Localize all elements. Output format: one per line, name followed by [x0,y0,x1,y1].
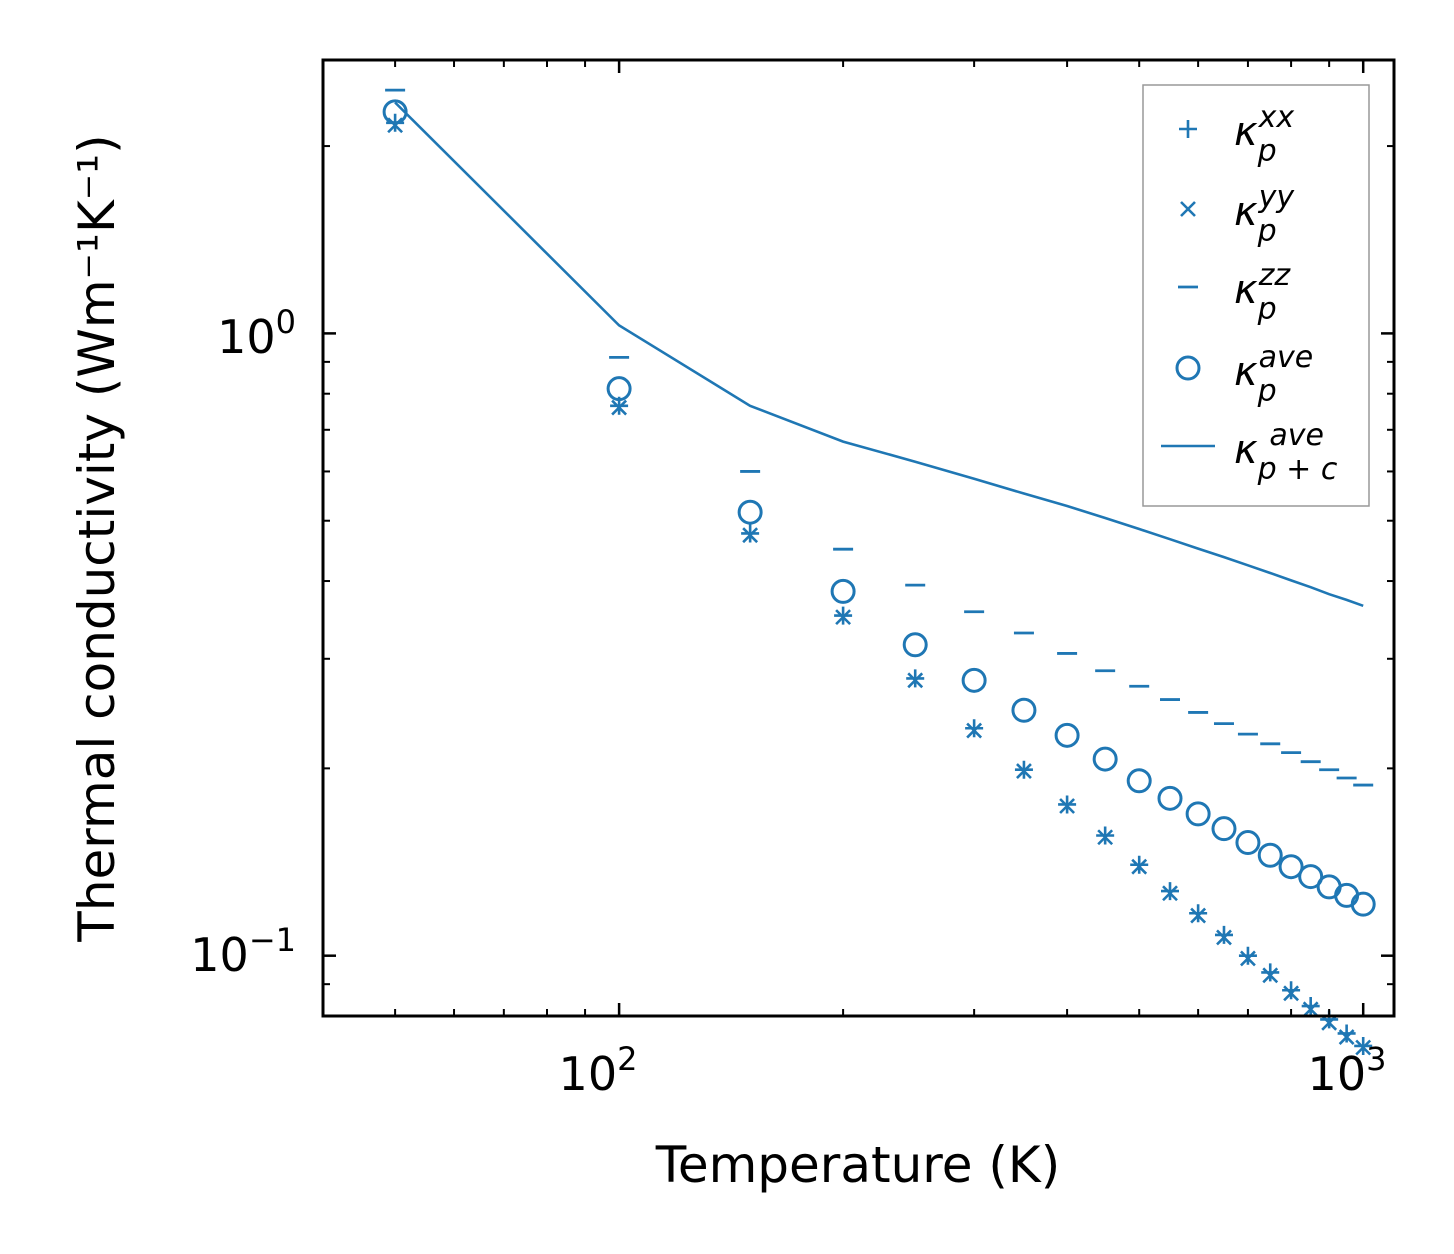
data-point-kappa_p_ave-150 [737,499,763,525]
legend: κpxx κpyy κpzz κpave κp + cave [1142,84,1370,507]
data-point-kappa_p_yy-250 [907,672,924,689]
data-point-kappa_p_ave-1000 [1350,891,1376,917]
plot-frame [321,58,1396,1018]
data-point-kappa_p_yy-400 [1059,798,1076,814]
data-point-kappa_p_yy-1000 [1355,1039,1372,1056]
legend-markers [1161,120,1215,448]
data-point-kappa_p_ave-250 [902,632,928,658]
legend-label-zz: κpzz [1234,258,1291,327]
data-point-kappa_p_ave-700 [1235,830,1261,856]
data-point-kappa_p_ave-450 [1092,746,1118,772]
data-point-kappa_p_ave-500 [1126,768,1152,794]
legend-label-xx: κpxx [1234,100,1294,169]
data-point-kappa_p_yy-650 [1216,929,1232,946]
data-point-kappa_p_yy-950 [1338,1029,1355,1045]
data-point-kappa_p_xx-250 [906,669,925,688]
data-point-kappa_p_xx-550 [1161,882,1180,901]
legend-marker-kappa_p_yy [1180,201,1196,217]
data-point-kappa_p_ave-200 [830,578,856,604]
legend-marker-kappa_p_ave [1175,355,1201,381]
data-point-kappa_p_ave-400 [1054,722,1080,748]
data-point-kappa_p_ave-600 [1185,801,1211,827]
data-point-kappa_p_yy-850 [1302,1001,1319,1018]
data-point-kappa_p_ave-650 [1211,816,1237,842]
data-point-kappa_p_ave-100 [606,376,632,402]
data-point-kappa_p_ave-850 [1298,864,1324,890]
data-point-kappa_p_yy-200 [835,609,852,626]
y-axis-title: Thermal conductivity (Wm⁻¹K⁻¹) [68,134,126,942]
data-point-kappa_p_xx-850 [1301,997,1320,1016]
data-point-kappa_p_yy-800 [1283,985,1300,1002]
series-line-kappa_pc_ave [394,101,1364,608]
data-point-kappa_p_xx-700 [1238,946,1257,965]
data-point-kappa_p_ave-550 [1157,785,1183,811]
data-point-kappa_p_yy-750 [1262,967,1279,984]
data-point-kappa_p_xx-500 [1130,855,1149,874]
x-axis-title: Temperature (K) [655,1136,1060,1194]
legend-frame [1142,84,1370,507]
data-point-kappa_p_xx-650 [1214,925,1233,944]
y-tick-label-0.1: 10−1 [190,921,296,982]
data-point-kappa_p_yy-350 [1016,763,1032,779]
y-tick-label-1: 100 [217,303,296,364]
data-point-kappa_p_yy-900 [1321,1014,1338,1031]
data-point-kappa_p_ave-750 [1257,842,1283,868]
data-point-kappa_p_yy-700 [1240,950,1256,967]
x-tick-label-1000: 103 [1308,1040,1387,1101]
data-point-kappa_p_ave-800 [1278,854,1304,880]
legend-label-p-ave: κpave [1234,340,1313,409]
data-point-kappa_p_yy-300 [966,722,983,739]
data-point-kappa_p_yy-500 [1131,858,1148,875]
x-tick-label-100: 102 [559,1040,638,1101]
data-point-kappa_p_yy-550 [1162,885,1178,902]
data-point-kappa_p_yy-450 [1097,829,1114,846]
data-point-kappa_p_ave-350 [1011,697,1037,723]
data-point-kappa_p_xx-750 [1261,963,1280,982]
data-point-kappa_p_xx-950 [1337,1024,1356,1043]
plot-area [382,88,1376,1056]
data-point-kappa_p_yy-150 [742,527,759,544]
data-point-kappa_p_ave-300 [961,667,987,693]
legend-label-yy: κpyy [1234,180,1295,249]
data-point-kappa_p_xx-600 [1189,904,1208,923]
data-point-kappa_p_yy-600 [1190,907,1207,924]
legend-marker-kappa_p_xx [1179,120,1197,138]
data-point-kappa_p_xx-800 [1282,981,1301,1000]
data-point-kappa_p_yy-100 [611,399,628,416]
legend-label-pc-ave: κp + cave [1234,418,1338,487]
data-point-kappa_p_xx-300 [965,719,984,738]
